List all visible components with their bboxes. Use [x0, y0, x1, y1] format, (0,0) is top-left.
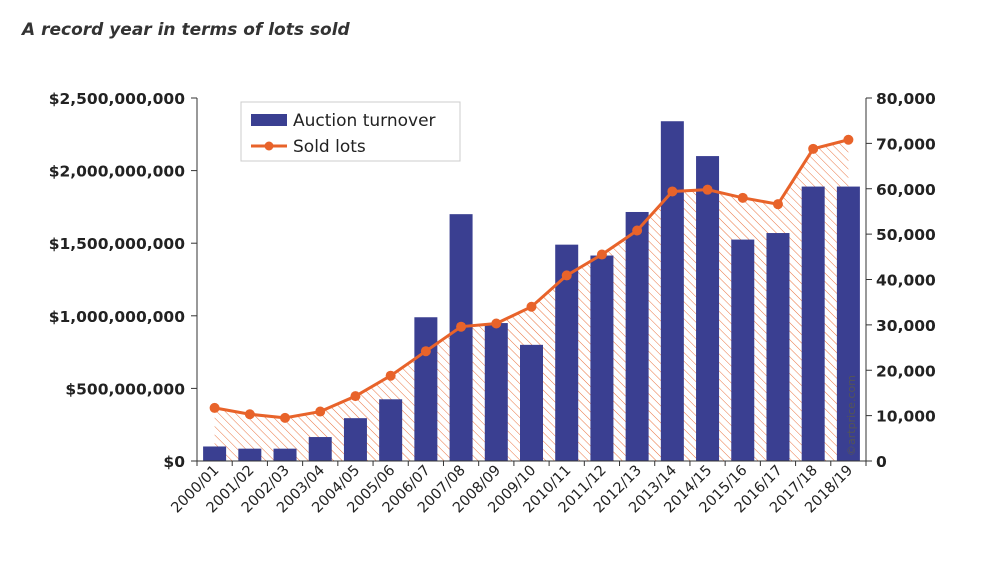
- bar-2001/02: [238, 448, 262, 461]
- legend-swatch-turnover: [251, 114, 287, 126]
- bar-2006/07: [414, 317, 438, 461]
- sold-lots-point-2000/01: [209, 402, 220, 413]
- sold-lots-point-2007/08: [456, 321, 467, 332]
- bar-2016/17: [766, 233, 790, 461]
- legend-label-turnover: Auction turnover: [293, 111, 436, 131]
- watermark-text: ©artprice.com: [845, 375, 858, 456]
- bar-2015/16: [731, 239, 755, 461]
- right-tick-label: 60,000: [876, 181, 936, 199]
- bar-2013/14: [660, 121, 684, 462]
- sold-lots-area: [214, 139, 849, 461]
- sold-lots-point-2011/12: [596, 249, 607, 260]
- bar-2011/12: [590, 255, 614, 461]
- sold-lots-point-2006/07: [420, 346, 431, 357]
- left-tick-label: $2,000,000,000: [49, 163, 186, 181]
- left-tick-label: $1,500,000,000: [49, 235, 186, 253]
- bar-2017/18: [801, 186, 825, 461]
- sold-lots-point-2009/10: [526, 301, 537, 312]
- legend-marker-lots: [264, 141, 274, 151]
- sold-lots-point-2002/03: [280, 412, 291, 423]
- sold-lots-point-2013/14: [667, 186, 678, 197]
- bar-2018/19: [836, 186, 860, 461]
- sold-lots-point-2018/19: [843, 134, 854, 145]
- bar-2005/06: [379, 399, 403, 461]
- sold-lots-point-2004/05: [350, 391, 361, 402]
- sold-lots-point-2003/04: [315, 406, 326, 417]
- left-tick-label: $0: [163, 453, 185, 471]
- bar-2004/05: [343, 418, 367, 461]
- legend-label-lots: Sold lots: [293, 137, 366, 157]
- bar-2014/15: [696, 156, 720, 461]
- sold-lots-point-2012/13: [632, 225, 643, 236]
- right-tick-label: 40,000: [876, 272, 936, 290]
- right-tick-label: 70,000: [876, 135, 936, 153]
- sold-lots-point-2014/15: [702, 184, 713, 195]
- bar-2012/13: [625, 211, 649, 461]
- right-tick-label: 0: [876, 453, 887, 471]
- sold-lots-point-2010/11: [561, 270, 572, 281]
- bar-2010/11: [555, 244, 579, 461]
- bar-2002/03: [273, 448, 297, 461]
- left-tick-label: $1,000,000,000: [49, 308, 186, 326]
- bar-2008/09: [484, 323, 508, 461]
- bar-2003/04: [308, 437, 332, 461]
- legend-box: [240, 101, 461, 162]
- sold-lots-point-2008/09: [491, 318, 502, 329]
- sold-lots-point-2016/17: [772, 199, 783, 210]
- sold-lots-point-2015/16: [737, 192, 748, 203]
- sold-lots-point-2005/06: [385, 370, 396, 381]
- bar-2009/10: [520, 344, 543, 461]
- bar-2000/01: [203, 446, 227, 461]
- right-tick-label: 80,000: [876, 90, 936, 108]
- left-tick-label: $2,500,000,000: [49, 90, 186, 108]
- right-tick-label: 20,000: [876, 362, 936, 380]
- left-tick-label: $500,000,000: [65, 380, 185, 398]
- right-tick-label: 50,000: [876, 226, 936, 244]
- right-tick-label: 10,000: [876, 408, 936, 426]
- sold-lots-point-2017/18: [808, 143, 819, 154]
- chart-title: A record year in terms of lots sold: [22, 20, 350, 40]
- bar-2007/08: [449, 214, 473, 461]
- sold-lots-point-2001/02: [244, 409, 255, 420]
- right-tick-label: 30,000: [876, 317, 936, 335]
